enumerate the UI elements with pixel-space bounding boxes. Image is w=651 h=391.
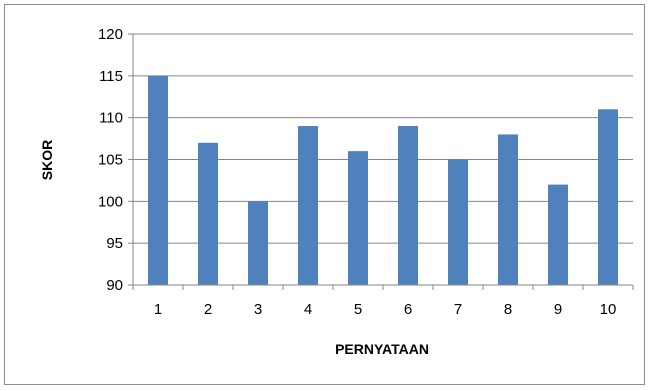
x-tick-label: 8 [504, 301, 512, 318]
y-tick-label: 120 [98, 26, 123, 43]
x-tick-label: 1 [154, 301, 162, 318]
axes [128, 33, 634, 290]
bar [448, 159, 468, 285]
bar [148, 75, 168, 285]
x-tick-label: 10 [600, 301, 617, 318]
bar [398, 126, 418, 286]
bar [498, 134, 518, 285]
bar [198, 142, 218, 285]
y-tick-label: 100 [98, 193, 123, 210]
bar [548, 184, 568, 285]
y-tick-label: 110 [99, 110, 123, 127]
bar [298, 126, 318, 286]
bar [348, 151, 368, 285]
y-tick-labels: 90 95 100 105 110 115 120 [98, 26, 123, 294]
chart-frame [4, 4, 645, 385]
y-tick-label: 115 [99, 68, 123, 85]
x-tick-label: 6 [404, 301, 412, 318]
bars [148, 75, 618, 286]
y-axis-title: SKOR [39, 140, 55, 180]
x-tick-label: 5 [354, 301, 362, 318]
x-tick-label: 4 [304, 301, 312, 318]
y-tick-label: 95 [106, 235, 123, 252]
y-tick-label: 90 [106, 277, 123, 294]
x-axis-title: PERNYATAAN [335, 341, 429, 357]
bar [598, 109, 618, 285]
bar [248, 201, 268, 285]
x-tick-label: 3 [254, 301, 262, 318]
x-tick-label: 9 [554, 301, 562, 318]
y-tick-label: 105 [98, 152, 123, 169]
x-tick-label: 7 [454, 301, 462, 318]
x-tick-labels: 1 2 3 4 5 6 7 8 9 10 [154, 301, 617, 318]
x-tick-label: 2 [204, 301, 212, 318]
